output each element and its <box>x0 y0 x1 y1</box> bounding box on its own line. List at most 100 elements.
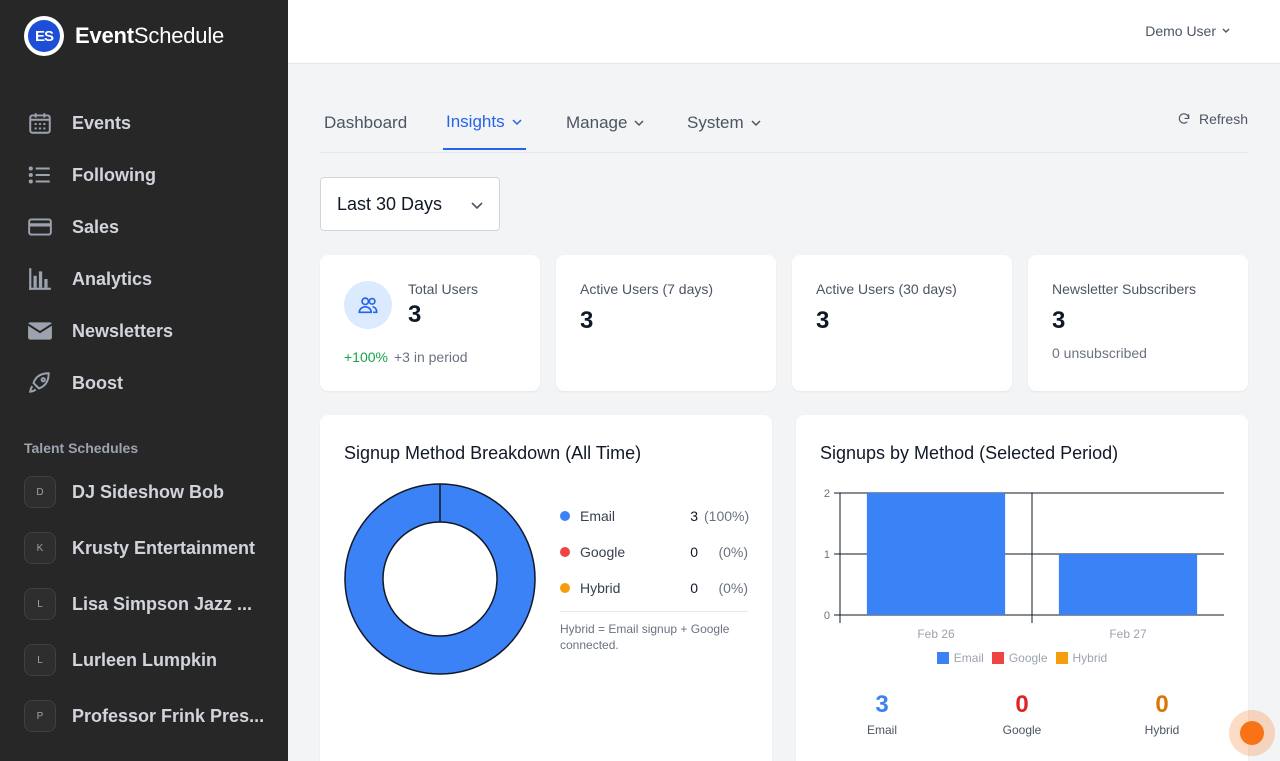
talent-label: Lurleen Lumpkin <box>72 649 218 670</box>
stat-label: Active Users (7 days) <box>580 281 714 297</box>
talent-item[interactable]: D DJ Sideshow Bob <box>0 464 288 520</box>
sidebar-item-boost[interactable]: Boost <box>0 357 288 409</box>
bar-email-feb-26[interactable] <box>866 493 1006 615</box>
total-email: 3 Email <box>822 691 942 737</box>
credit-card-icon <box>26 213 54 241</box>
tab-label: Dashboard <box>324 113 408 132</box>
legend-swatch <box>991 652 1004 664</box>
top-bar: Demo User <box>288 0 1280 64</box>
stat-card-active-7: Active Users (7 days) 3 <box>556 255 776 391</box>
chevron-down-icon <box>1222 26 1230 36</box>
growth-percent: +100% <box>344 349 388 365</box>
bar-legend-google[interactable]: Google <box>991 651 1048 665</box>
mail-icon <box>26 317 54 345</box>
sidebar-item-label: Newsletters <box>72 320 174 341</box>
total-label: Email <box>866 723 897 737</box>
total-value: 3 <box>875 691 889 718</box>
brand-name: EventSchedule <box>75 23 224 49</box>
hybrid-note: Hybrid = Email signup + Google connected… <box>560 622 730 652</box>
user-name: Demo User <box>1145 23 1216 39</box>
bar-legend: Email Google Hybrid <box>796 651 1248 665</box>
talent-item[interactable]: L Lisa Simpson Jazz ... <box>0 576 288 632</box>
chevron-down-icon <box>512 119 522 126</box>
donut-chart <box>344 483 536 675</box>
bar-legend-email[interactable]: Email <box>936 651 984 665</box>
tab-dashboard[interactable]: Dashboard <box>324 96 407 150</box>
avatar: L <box>24 644 56 676</box>
bar-email-feb-27[interactable] <box>1058 554 1198 615</box>
growth-in-period: +3 in period <box>393 349 468 365</box>
total-value: 0 <box>1015 691 1029 718</box>
brand-name-bold: Event <box>75 23 134 48</box>
x-tick-label: Feb 26 <box>917 627 955 641</box>
y-tick-label: 0 <box>824 610 830 622</box>
sidebar-item-sales[interactable]: Sales <box>0 201 288 253</box>
talent-list: D DJ Sideshow Bob K Krusty Entertainment… <box>0 464 288 744</box>
sidebar-item-label: Following <box>72 164 156 185</box>
tab-manage[interactable]: Manage <box>566 96 645 150</box>
tab-system[interactable]: System <box>687 96 762 150</box>
avatar: L <box>24 588 56 620</box>
stat-label: Total Users <box>408 281 479 297</box>
y-tick-label: 1 <box>824 549 830 561</box>
talent-label: Lisa Simpson Jazz ... <box>72 593 253 614</box>
legend-name: Google <box>1008 651 1048 665</box>
talent-item[interactable]: P Professor Frink Pres... <box>0 688 288 744</box>
divider <box>560 611 748 612</box>
stat-value: 3 <box>1052 307 1066 334</box>
x-tick-label: Feb 27 <box>1109 627 1147 641</box>
talent-item[interactable]: L Lurleen Lumpkin <box>0 632 288 688</box>
avatar: K <box>24 532 56 564</box>
chevron-down-icon <box>471 202 483 210</box>
donut-slice-email[interactable] <box>344 483 536 675</box>
legend-google: Google 0 (0%) <box>560 542 748 562</box>
sidebar-item-analytics[interactable]: Analytics <box>0 253 288 305</box>
stat-label: Newsletter Subscribers <box>1052 281 1196 297</box>
sidebar-nav: Events Following Sales Analytics Newslet… <box>0 97 288 409</box>
legend-percent: (100%) <box>704 508 750 524</box>
sidebar-item-newsletters[interactable]: Newsletters <box>0 305 288 357</box>
avatar: P <box>24 700 56 732</box>
y-tick-label: 2 <box>824 488 830 500</box>
tab-label: System <box>687 113 744 132</box>
calendar-icon <box>26 109 54 137</box>
legend-percent: (0%) <box>718 580 748 596</box>
chat-launcher-button[interactable] <box>1229 710 1275 756</box>
bar-legend-hybrid[interactable]: Hybrid <box>1055 651 1108 665</box>
legend-dot <box>560 511 570 521</box>
sidebar-item-following[interactable]: Following <box>0 149 288 201</box>
brand-name-rest: Schedule <box>133 23 225 48</box>
bar-chart: 0 1 2 Feb 26 Feb 27 <box>824 488 1224 641</box>
legend-dot <box>560 583 570 593</box>
tab-label: Insights <box>446 112 505 131</box>
users-icon <box>344 281 392 329</box>
total-google: 0 Google <box>962 691 1082 737</box>
legend-name: Hybrid <box>1072 651 1108 665</box>
tab-insights[interactable]: Insights <box>443 96 526 150</box>
legend-percent: (0%) <box>718 544 748 560</box>
stat-label: Active Users (30 days) <box>816 281 957 297</box>
chevron-down-icon <box>751 120 761 127</box>
legend-count: 0 <box>690 544 698 560</box>
stat-card-active-30: Active Users (30 days) 3 <box>792 255 1012 391</box>
rocket-icon <box>26 369 54 397</box>
period-select-value: Last 30 Days <box>337 193 443 214</box>
legend-hybrid: Hybrid 0 (0%) <box>560 578 748 598</box>
refresh-button[interactable]: Refresh <box>1177 111 1248 127</box>
total-value: 0 <box>1155 691 1169 718</box>
period-select[interactable]: Last 30 Days <box>320 177 500 231</box>
signup-breakdown-card: Signup Method Breakdown (All Time) Email… <box>320 415 772 761</box>
talent-item[interactable]: K Krusty Entertainment <box>0 520 288 576</box>
user-menu[interactable]: Demo User <box>1145 23 1230 39</box>
legend-email: Email 3 (100%) <box>560 506 750 526</box>
sidebar-item-label: Sales <box>72 216 120 237</box>
total-label: Google <box>1002 723 1042 737</box>
total-label: Hybrid <box>1144 723 1180 737</box>
sidebar-item-events[interactable]: Events <box>0 97 288 149</box>
growth-row: +100% +3 in period <box>344 349 468 365</box>
sidebar: ES EventSchedule Events Following Sales <box>0 0 288 761</box>
avatar: D <box>24 476 56 508</box>
talent-schedules-heading: Talent Schedules <box>24 440 139 456</box>
sidebar-item-label: Events <box>72 112 132 133</box>
brand[interactable]: ES EventSchedule <box>24 16 224 56</box>
